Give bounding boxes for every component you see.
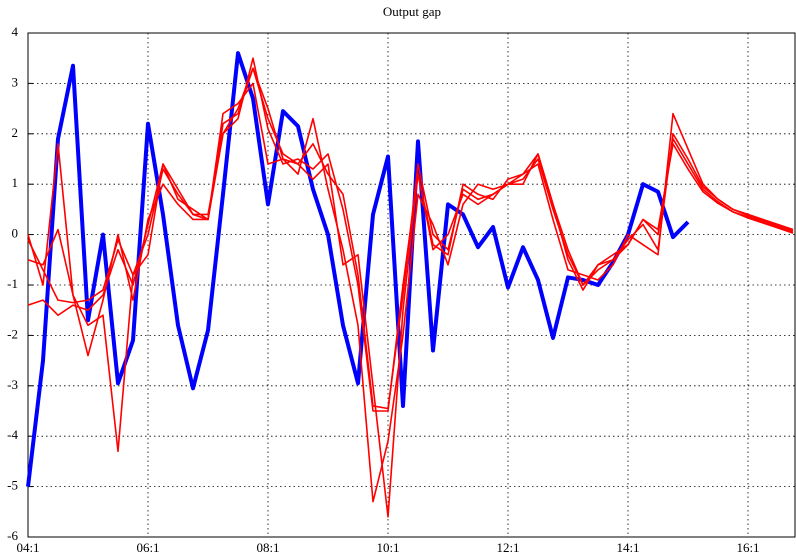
- y-tick-label: -1: [7, 276, 18, 291]
- y-tick-label: 4: [12, 24, 19, 39]
- y-tick-label: -4: [7, 427, 18, 442]
- series-line: [27, 67, 794, 518]
- chart-title: Output gap: [383, 4, 441, 19]
- y-tick-label: -5: [7, 478, 18, 493]
- x-tick-label: 08:1: [256, 540, 279, 555]
- x-tick-label: 14:1: [616, 540, 639, 555]
- y-tick-label: -3: [7, 377, 18, 392]
- x-tick-label: 06:1: [136, 540, 159, 555]
- y-tick-label: -2: [7, 326, 18, 341]
- y-tick-label: 0: [12, 226, 19, 241]
- x-tick-label: 12:1: [496, 540, 519, 555]
- y-tick-label: -6: [7, 528, 18, 543]
- x-tick-label: 16:1: [736, 540, 759, 555]
- y-tick-label: 1: [12, 175, 19, 190]
- y-tick-label: 3: [12, 74, 19, 89]
- x-tick-label: 04:1: [16, 540, 39, 555]
- plot-frame: [27, 32, 796, 538]
- y-tick-label: 2: [12, 125, 19, 140]
- x-tick-label: 10:1: [376, 540, 399, 555]
